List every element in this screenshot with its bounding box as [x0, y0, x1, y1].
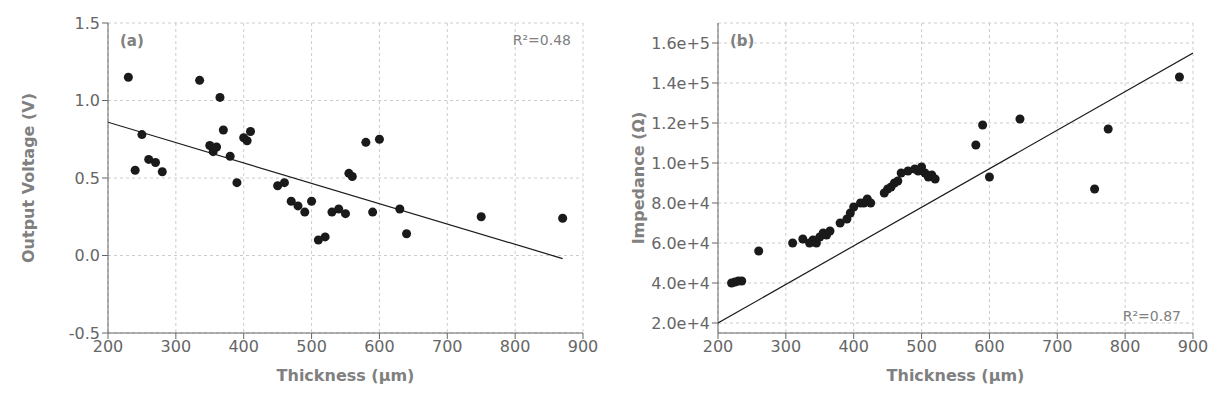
svg-text:0.0: 0.0: [75, 246, 100, 265]
svg-text:300: 300: [161, 337, 192, 356]
svg-text:(b): (b): [730, 32, 754, 50]
svg-text:300: 300: [771, 337, 802, 356]
svg-text:2.0e+4: 2.0e+4: [651, 314, 710, 333]
svg-text:800: 800: [1110, 337, 1141, 356]
svg-text:500: 500: [906, 337, 937, 356]
svg-text:Thickness (μm): Thickness (μm): [277, 366, 415, 385]
svg-text:4.0e+4: 4.0e+4: [651, 274, 710, 293]
svg-text:400: 400: [228, 337, 259, 356]
svg-text:200: 200: [92, 337, 124, 357]
svg-text:1.6e+5: 1.6e+5: [651, 34, 710, 53]
svg-text:R²=0.87: R²=0.87: [1123, 308, 1181, 324]
svg-text:-0.5: -0.5: [69, 324, 100, 343]
svg-text:1.0e+5: 1.0e+5: [651, 154, 710, 173]
svg-text:R²=0.48: R²=0.48: [513, 32, 571, 48]
svg-text:400: 400: [838, 337, 869, 356]
svg-text:Thickness (μm): Thickness (μm): [887, 366, 1025, 385]
svg-text:700: 700: [1042, 337, 1073, 356]
svg-text:600: 600: [974, 337, 1005, 356]
svg-text:500: 500: [296, 337, 327, 356]
svg-text:1.4e+5: 1.4e+5: [651, 74, 710, 93]
svg-text:Output Voltage (V): Output Voltage (V): [19, 93, 38, 263]
svg-text:8.0e+4: 8.0e+4: [651, 194, 710, 213]
svg-text:0.5: 0.5: [75, 169, 100, 188]
svg-text:700: 700: [432, 337, 463, 356]
svg-text:1.0: 1.0: [75, 91, 100, 110]
svg-text:1.2e+5: 1.2e+5: [651, 114, 710, 133]
svg-text:600: 600: [364, 337, 395, 356]
svg-text:800: 800: [500, 337, 531, 356]
svg-text:900: 900: [568, 337, 599, 356]
svg-text:200: 200: [703, 337, 734, 356]
svg-text:(a): (a): [120, 32, 144, 50]
svg-text:Impedance (Ω): Impedance (Ω): [629, 112, 648, 245]
svg-text:900: 900: [1178, 337, 1209, 356]
svg-text:6.0e+4: 6.0e+4: [651, 234, 710, 253]
svg-text:1.5: 1.5: [75, 14, 100, 33]
